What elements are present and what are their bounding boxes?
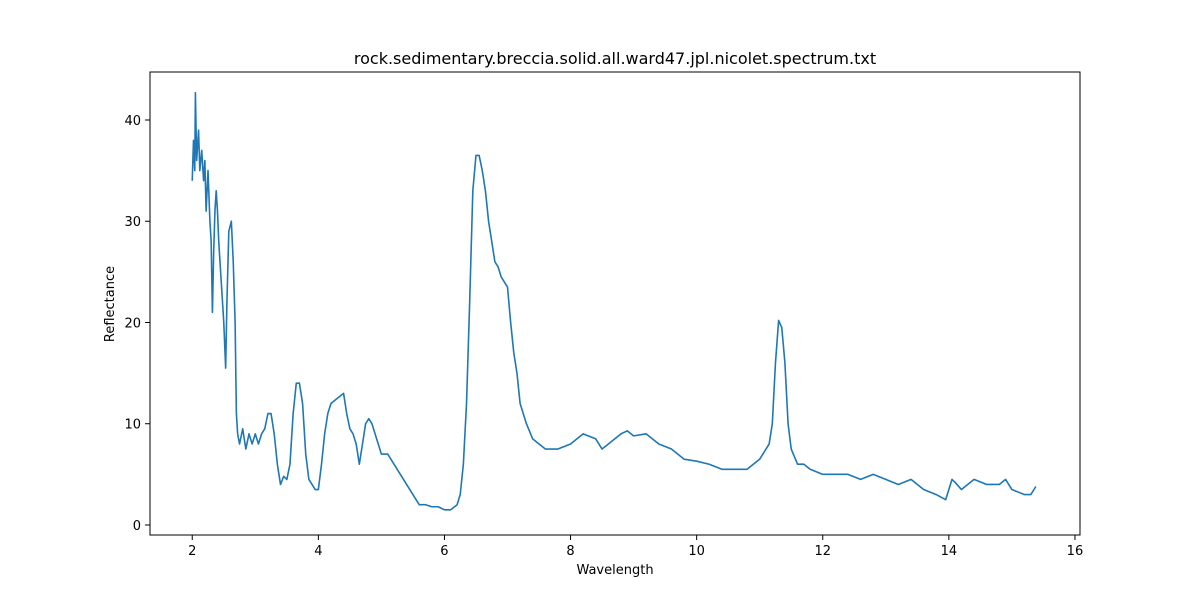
plot-frame (149, 71, 1081, 536)
x-tick-label: 12 (814, 544, 831, 559)
y-axis-label: Reflectance (103, 266, 118, 342)
chart-title: rock.sedimentary.breccia.solid.all.ward4… (354, 49, 876, 68)
data-line (191, 91, 1037, 511)
x-tick-label: 2 (188, 544, 196, 559)
x-axis-label: Wavelength (576, 563, 653, 578)
y-tick-label: 30 (124, 215, 141, 230)
x-tick-label: 6 (440, 544, 448, 559)
y-tick-label: 0 (133, 519, 141, 534)
y-tick-label: 40 (124, 114, 141, 129)
x-tick-label: 8 (566, 544, 574, 559)
x-tick-label: 10 (688, 544, 705, 559)
x-tick-label: 16 (1067, 544, 1084, 559)
y-tick-label: 10 (124, 418, 141, 433)
y-tick-label: 20 (124, 316, 141, 331)
x-tick-label: 4 (314, 544, 322, 559)
x-tick-label: 14 (941, 544, 958, 559)
